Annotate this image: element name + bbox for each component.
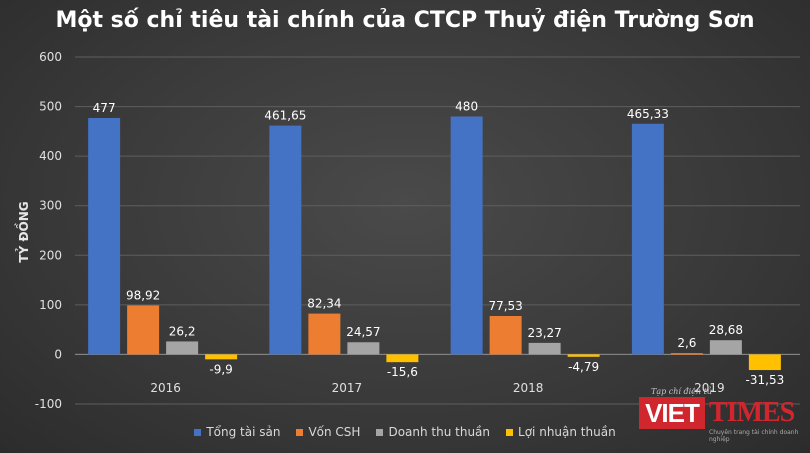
legend-item: Doanh thu thuần	[376, 425, 490, 439]
y-tick-label: 0	[54, 347, 62, 361]
bar	[450, 116, 483, 355]
bar	[386, 354, 419, 363]
watermark-times-logo: TIMES	[709, 397, 795, 428]
legend-item: Vốn CSH	[296, 425, 360, 439]
bar	[347, 342, 380, 355]
legend-label: Doanh thu thuần	[388, 425, 491, 439]
legend-item: Tổng tài sản	[194, 425, 280, 439]
data-label: 2,6	[677, 336, 696, 350]
data-label: -9,9	[209, 362, 232, 376]
bar	[88, 117, 121, 355]
legend-swatch	[376, 428, 384, 436]
legend-swatch	[296, 428, 304, 436]
bar	[567, 354, 600, 357]
bar	[205, 354, 238, 360]
data-label: -15,6	[387, 365, 418, 379]
legend-label: Tổng tài sản	[206, 425, 281, 439]
y-tick-label: -100	[35, 397, 62, 411]
data-label: 477	[93, 101, 116, 115]
data-label: 465,33	[627, 107, 669, 121]
x-tick-label: 2019	[694, 381, 725, 395]
bar	[127, 305, 160, 355]
y-axis-label: TỶ ĐỒNG	[17, 201, 31, 263]
legend-swatch	[194, 428, 202, 436]
y-tick-label: 600	[39, 50, 62, 64]
y-tick-label: 300	[39, 199, 62, 213]
vietimes-watermark: Tạp chí điện tử VIET TIMES Chuyên trang …	[639, 387, 804, 445]
data-label: -4,79	[568, 360, 599, 374]
legend-label: Vốn CSH	[308, 425, 361, 439]
data-label: 98,92	[126, 288, 160, 302]
data-label: 28,68	[709, 323, 743, 337]
y-tick-label: 400	[39, 149, 62, 163]
bar	[308, 313, 341, 355]
bar	[528, 342, 561, 355]
x-tick-label: 2017	[332, 381, 363, 395]
chart-legend: Tổng tài sản Vốn CSH Doanh thu thuần Lợi nh…	[0, 425, 810, 439]
watermark-viet-logo: VIET	[639, 397, 705, 429]
data-label: 24,57	[346, 325, 380, 339]
x-tick-label: 2016	[150, 381, 181, 395]
data-label: 26,2	[169, 324, 196, 338]
bar	[631, 123, 664, 355]
legend-swatch	[506, 428, 514, 436]
x-tick-label: 2018	[513, 381, 544, 395]
bar	[166, 341, 199, 355]
watermark-sub-text: Chuyên trang tài chính doanh nghiệp	[709, 429, 799, 443]
data-label: 82,34	[307, 297, 341, 311]
data-label: 480	[455, 99, 478, 113]
y-tick-label: 500	[39, 100, 62, 114]
legend-item: Lợi nhuận thuần	[506, 425, 616, 439]
bar	[748, 354, 781, 371]
bar	[709, 340, 742, 355]
data-label: 461,65	[264, 109, 306, 123]
bar	[670, 353, 703, 355]
bar	[489, 315, 522, 355]
legend-label: Lợi nhuận thuần	[518, 425, 616, 439]
y-tick-label: 200	[39, 248, 62, 262]
watermark-top-text: Tạp chí điện tử	[651, 387, 712, 396]
y-tick-label: 100	[39, 298, 62, 312]
bar	[269, 125, 302, 355]
data-label: 23,27	[527, 326, 561, 340]
data-label: -31,53	[746, 373, 785, 387]
data-label: 77,53	[488, 299, 522, 313]
chart-title: Một số chỉ tiêu tài chính của CTCP Thuỷ …	[55, 8, 755, 33]
